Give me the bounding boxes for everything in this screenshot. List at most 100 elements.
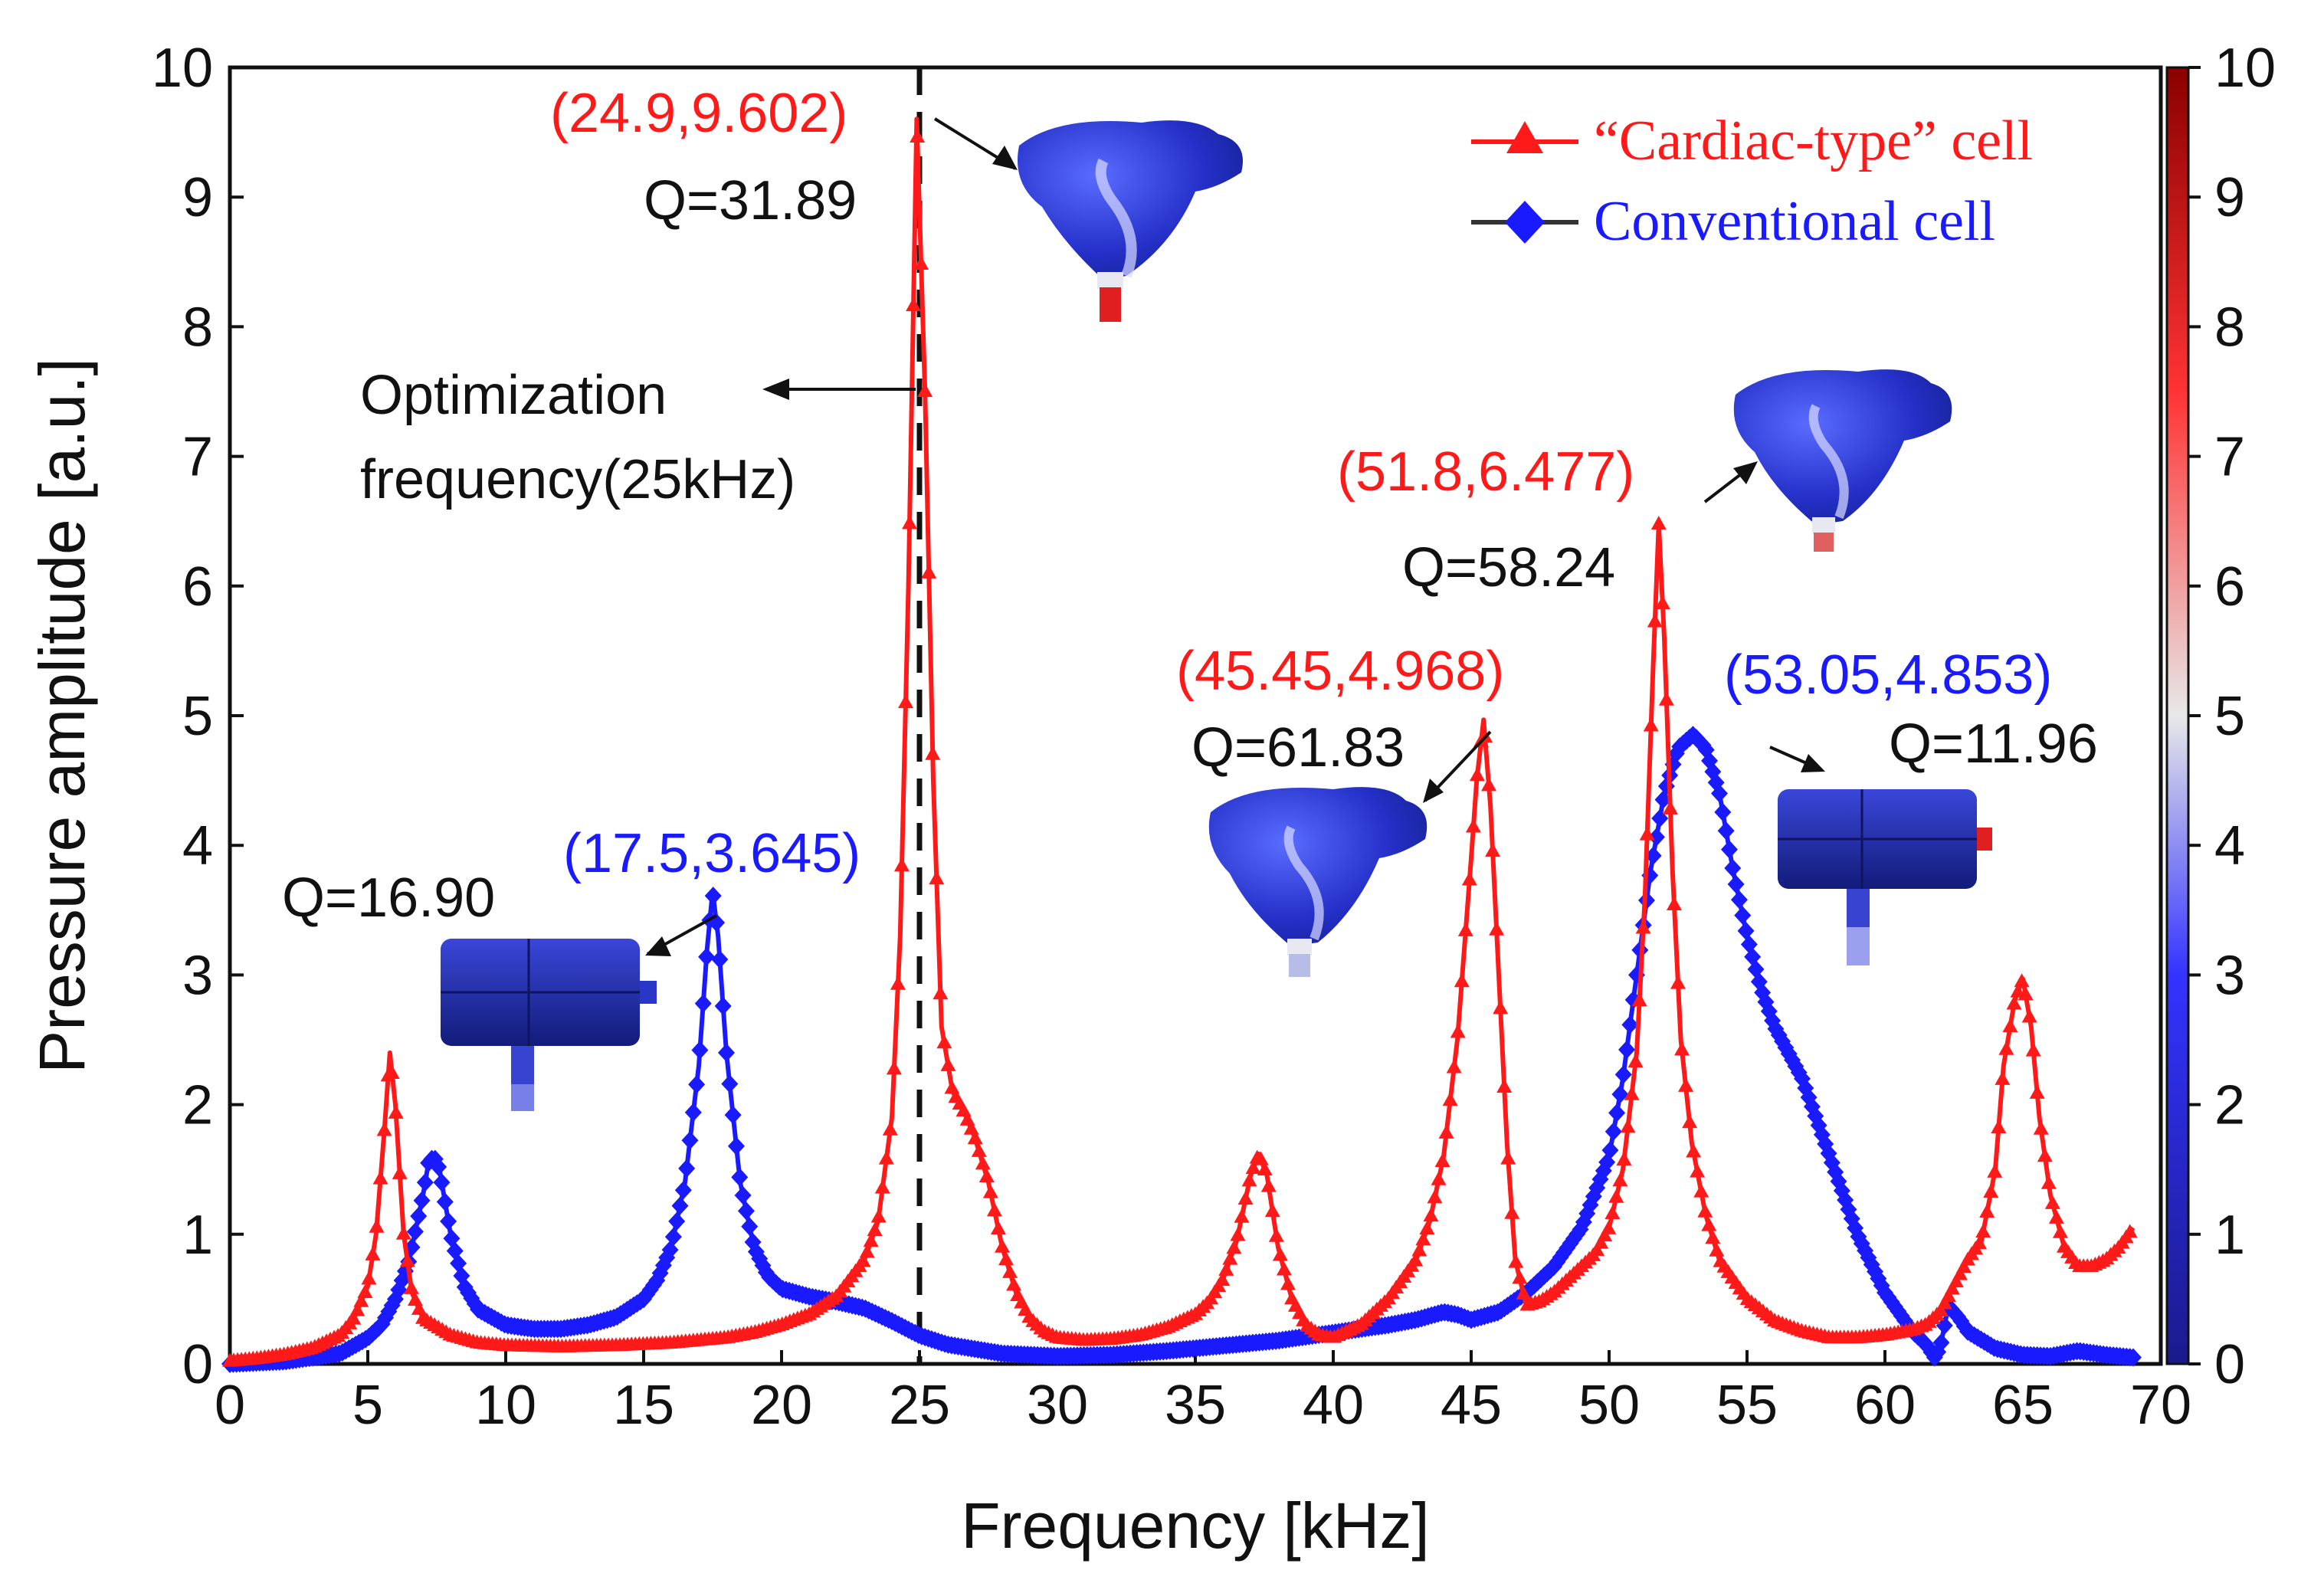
data-point	[2025, 1042, 2041, 1057]
data-point	[1720, 840, 1738, 859]
data-point	[410, 1207, 428, 1226]
data-point	[1975, 1224, 1991, 1238]
data-point	[1991, 1119, 2007, 1134]
inset-arrowhead-2	[645, 936, 671, 956]
data-point	[971, 1142, 987, 1157]
data-point	[1697, 1203, 1713, 1218]
data-point	[1658, 691, 1674, 706]
colorbar-tick-label: 1	[2214, 1205, 2245, 1266]
data-point	[1481, 777, 1497, 792]
data-point	[1234, 1208, 1250, 1223]
data-point	[1611, 1085, 1629, 1104]
peak-coord-5: (53.05,4.853)	[1724, 644, 2052, 706]
y-tick-label: 5	[182, 686, 213, 747]
data-point	[925, 746, 941, 760]
data-point	[1727, 874, 1745, 893]
data-point	[436, 1192, 454, 1211]
y-tick-label: 2	[182, 1075, 213, 1136]
data-point	[906, 297, 922, 312]
data-point	[1489, 921, 1505, 936]
data-point	[2125, 1348, 2142, 1367]
data-point	[664, 1228, 682, 1247]
data-point	[741, 1217, 759, 1236]
data-point	[1972, 1235, 1988, 1250]
data-point	[1620, 1119, 1636, 1133]
y-axis-title: Pressure amplitude [a.u.]	[26, 358, 98, 1074]
data-point	[674, 1181, 692, 1200]
data-point	[1245, 1160, 1261, 1175]
data-point	[867, 1222, 883, 1237]
data-point	[357, 1283, 373, 1298]
data-point	[678, 1159, 696, 1178]
x-tick-label: 60	[1854, 1375, 1916, 1436]
optimization-arrowhead	[762, 379, 789, 400]
data-point	[1614, 1065, 1632, 1084]
data-point	[1260, 1178, 1277, 1192]
colorbar-tick-label: 6	[2214, 556, 2245, 618]
data-point	[413, 1191, 431, 1210]
peak-q-3: Q=61.83	[1192, 717, 1405, 779]
data-point	[1593, 1234, 1609, 1249]
data-point	[1230, 1227, 1246, 1241]
data-point	[1415, 1231, 1431, 1246]
data-point	[430, 1157, 447, 1176]
data-point	[1644, 846, 1662, 865]
data-point	[893, 857, 910, 872]
data-point	[1682, 1114, 1698, 1129]
data-point	[1701, 1217, 1717, 1231]
data-point	[399, 1253, 415, 1267]
data-point	[940, 1057, 956, 1071]
data-point	[967, 1130, 983, 1145]
data-point	[718, 1043, 735, 1062]
data-point	[433, 1173, 451, 1192]
data-point	[1214, 1272, 1231, 1287]
y-tick-label: 9	[182, 167, 213, 228]
data-point	[1693, 1183, 1709, 1198]
data-point	[982, 1184, 998, 1198]
data-point	[1631, 992, 1647, 1007]
optimization-label-line1: Optimization	[360, 365, 667, 426]
data-point	[975, 1155, 991, 1170]
peak-coord-3: (45.45,4.968)	[1176, 641, 1504, 702]
data-point	[1450, 1024, 1466, 1038]
legend-marker-triangle	[1506, 121, 1543, 153]
data-point	[1678, 1077, 1694, 1092]
data-point	[1408, 1252, 1424, 1267]
data-point	[990, 1221, 1006, 1235]
x-tick-label: 0	[215, 1375, 245, 1436]
y-axis-ticks: 0 1 2 3 4 5 6 7 8 9 10	[152, 38, 244, 1395]
data-point	[1639, 826, 1655, 841]
inset-arrowhead-3	[1423, 779, 1444, 803]
data-point	[1936, 1316, 1953, 1335]
data-point	[882, 1121, 898, 1136]
data-point	[1601, 1141, 1619, 1160]
data-point	[1516, 1286, 1532, 1300]
data-point	[913, 256, 929, 270]
data-point	[2052, 1224, 2068, 1238]
data-point	[1601, 1220, 1617, 1234]
data-point	[1226, 1240, 1242, 1254]
data-point	[1276, 1261, 1292, 1276]
y-tick-label: 10	[152, 38, 213, 99]
peak-q-4: Q=58.24	[1402, 537, 1615, 598]
data-point	[2033, 1120, 2049, 1135]
peak-coord-1: (24.9,9.602)	[550, 83, 847, 144]
colorbar-tick-label: 3	[2214, 945, 2245, 1006]
colorbar-tick-label: 8	[2214, 297, 2245, 358]
inset-arrowhead-5	[1801, 754, 1825, 772]
data-point	[1589, 1242, 1605, 1257]
data-point	[886, 1060, 902, 1075]
inset-conventional-1	[441, 939, 657, 1111]
data-point	[1635, 919, 1651, 934]
data-point	[1222, 1251, 1238, 1265]
data-point	[1465, 818, 1481, 833]
data-point	[1442, 1092, 1458, 1106]
data-point	[734, 1186, 752, 1205]
optimization-label-line2: frequency(25kHz)	[360, 449, 795, 510]
data-point	[1650, 516, 1667, 530]
data-point	[986, 1202, 1002, 1217]
data-point	[1711, 784, 1728, 803]
colorbar-gradient	[2165, 66, 2190, 1365]
data-point	[714, 997, 732, 1016]
